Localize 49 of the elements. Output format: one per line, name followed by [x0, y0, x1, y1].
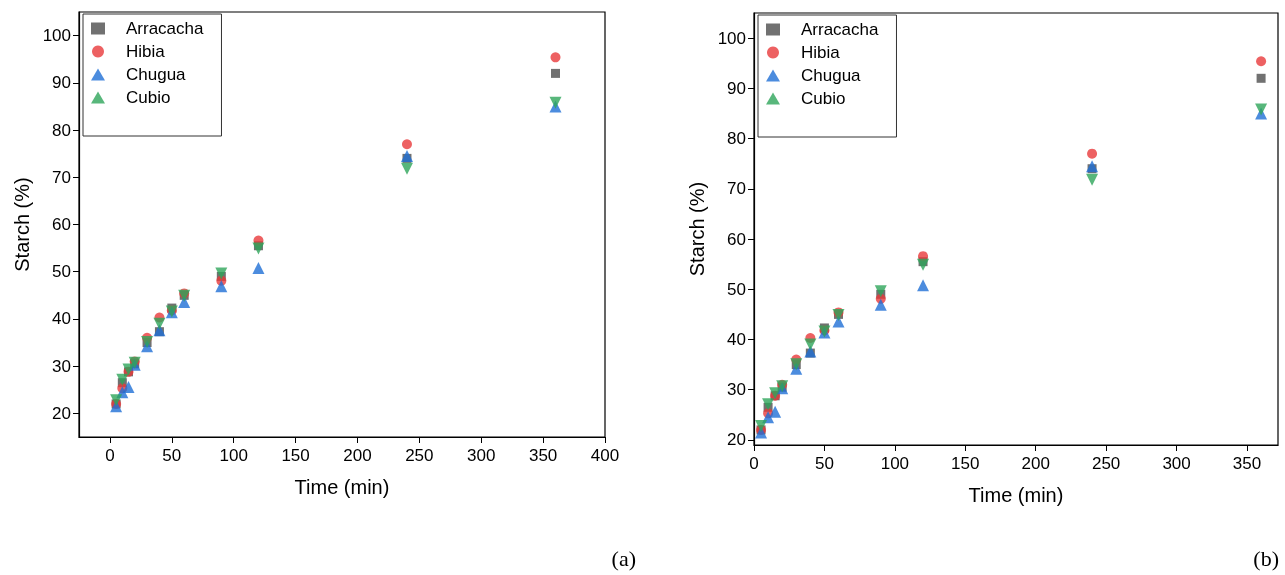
y-tick-label: 50: [52, 262, 71, 282]
x-tick-label: 250: [405, 446, 434, 465]
y-tick-label: 70: [52, 167, 71, 187]
x-tick-label: 300: [467, 446, 496, 465]
y-axis-title: Starch (%): [685, 181, 708, 277]
x-tick-label: 150: [281, 446, 310, 465]
x-tick-label: 50: [162, 446, 182, 465]
y-tick-label: 40: [52, 309, 71, 329]
x-tick-label: 150: [951, 454, 980, 473]
text: (a): [611, 545, 636, 571]
y-tick-label: 20: [52, 403, 71, 423]
y-tick-label: 100: [42, 26, 71, 46]
y-tick-label: 80: [727, 129, 746, 149]
y-tick-label: 80: [52, 120, 71, 140]
text: (b): [1253, 545, 1279, 571]
x-axis-title: Time (min): [968, 484, 1064, 506]
y-tick-label: 20: [727, 430, 746, 450]
y-axis-title: Starch (%): [10, 177, 33, 272]
x-tick-label: 350: [528, 446, 558, 465]
y-tick-label: 30: [727, 380, 746, 400]
x-tick-label: 200: [1021, 454, 1050, 473]
legend-label: Arracacha: [126, 19, 205, 38]
x-tick-label: 0: [105, 446, 115, 465]
x-tick-label: 300: [1162, 454, 1191, 473]
y-tick-label: 60: [727, 229, 746, 249]
y-tick-label: 50: [727, 279, 746, 299]
y-tick-label: 30: [52, 356, 71, 376]
x-tick-label: 350: [1232, 454, 1262, 473]
legend-label: Chugua: [126, 65, 187, 84]
legend-label: Cubio: [801, 89, 846, 108]
x-tick-label: 250: [1091, 454, 1121, 473]
y-tick-label: 40: [727, 330, 746, 350]
x-tick-label: 100: [219, 446, 248, 465]
legend-label: Arracacha: [801, 20, 880, 39]
y-tick-label: 90: [727, 78, 746, 98]
y-tick-label: 70: [727, 179, 746, 199]
x-axis-title: Time (min): [294, 476, 390, 498]
y-tick-label: 60: [52, 215, 71, 234]
y-tick-label: 90: [52, 73, 71, 93]
x-tick-label: 200: [343, 446, 372, 465]
y-tick-label: 100: [717, 28, 746, 48]
legend-label: Hibia: [126, 42, 166, 61]
legend-label: Chugua: [801, 66, 862, 85]
x-tick-label: 400: [590, 446, 620, 465]
legend-label: Hibia: [801, 43, 841, 62]
x-tick-label: 50: [814, 454, 834, 473]
x-tick-label: 100: [880, 454, 910, 473]
x-tick-label: 0: [749, 454, 759, 473]
legend-label: Cubio: [126, 88, 171, 107]
